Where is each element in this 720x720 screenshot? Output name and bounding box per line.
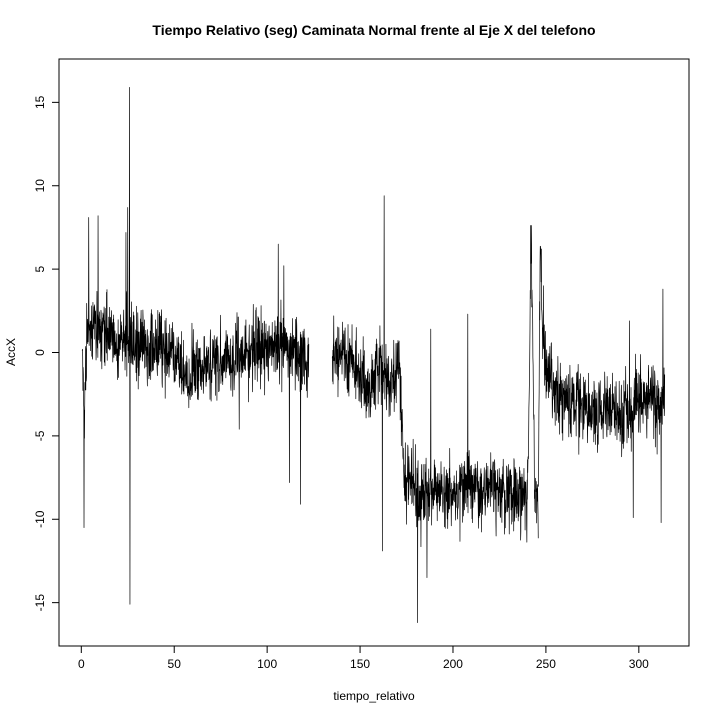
series-line-segment: [398, 225, 539, 623]
x-axis-label: tiempo_relativo: [333, 689, 415, 703]
y-tick-label: 0: [33, 349, 47, 356]
data-series: [81, 87, 666, 623]
series-line-segment: [81, 87, 310, 605]
x-tick-label: 150: [350, 657, 370, 671]
y-tick-label: 15: [33, 95, 47, 109]
x-tick-label: 300: [629, 657, 649, 671]
y-tick-label: -5: [33, 430, 47, 441]
y-tick-label: 5: [33, 265, 47, 272]
x-tick-label: 200: [443, 657, 463, 671]
y-axis: -15 -10 -5 0 5 10 15: [33, 95, 60, 612]
y-tick-label: 10: [33, 179, 47, 193]
x-tick-label: 0: [78, 657, 85, 671]
y-axis-label: AccX: [4, 338, 18, 366]
x-tick-label: 250: [536, 657, 556, 671]
y-tick-label: -15: [33, 594, 47, 612]
x-axis: 0 50 100 150 200 250 300: [78, 645, 649, 671]
x-tick-label: 50: [168, 657, 182, 671]
series-line-segment: [331, 195, 400, 552]
y-tick-label: -10: [33, 510, 47, 528]
x-tick-label: 100: [257, 657, 277, 671]
chart-title: Tiempo Relativo (seg) Caminata Normal fr…: [152, 22, 595, 38]
series-line-segment: [538, 245, 666, 523]
